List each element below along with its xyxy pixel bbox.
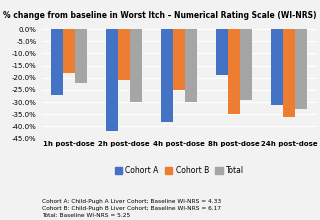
Legend: Cohort A, Cohort B, Total: Cohort A, Cohort B, Total	[112, 163, 247, 178]
Text: % change from baseline in Worst Itch – Numerical Rating Scale (WI-NRS): % change from baseline in Worst Itch – N…	[3, 11, 317, 20]
Bar	[240, 29, 252, 100]
Bar	[118, 29, 130, 80]
Bar	[228, 29, 240, 114]
Bar	[75, 29, 87, 83]
Bar	[130, 29, 142, 102]
Bar	[161, 29, 173, 122]
Text: Cohort A: Child-Pugh A Liver Cohort; Baseline WI-NRS = 4.33
Cohort B: Child-Pugh: Cohort A: Child-Pugh A Liver Cohort; Bas…	[42, 199, 221, 218]
Bar	[173, 29, 185, 90]
Bar	[63, 29, 75, 73]
Bar	[283, 29, 295, 117]
Bar	[271, 29, 283, 104]
Bar	[185, 29, 197, 102]
Bar	[106, 29, 118, 131]
Bar	[51, 29, 63, 95]
Bar	[216, 29, 228, 75]
Bar	[295, 29, 308, 109]
